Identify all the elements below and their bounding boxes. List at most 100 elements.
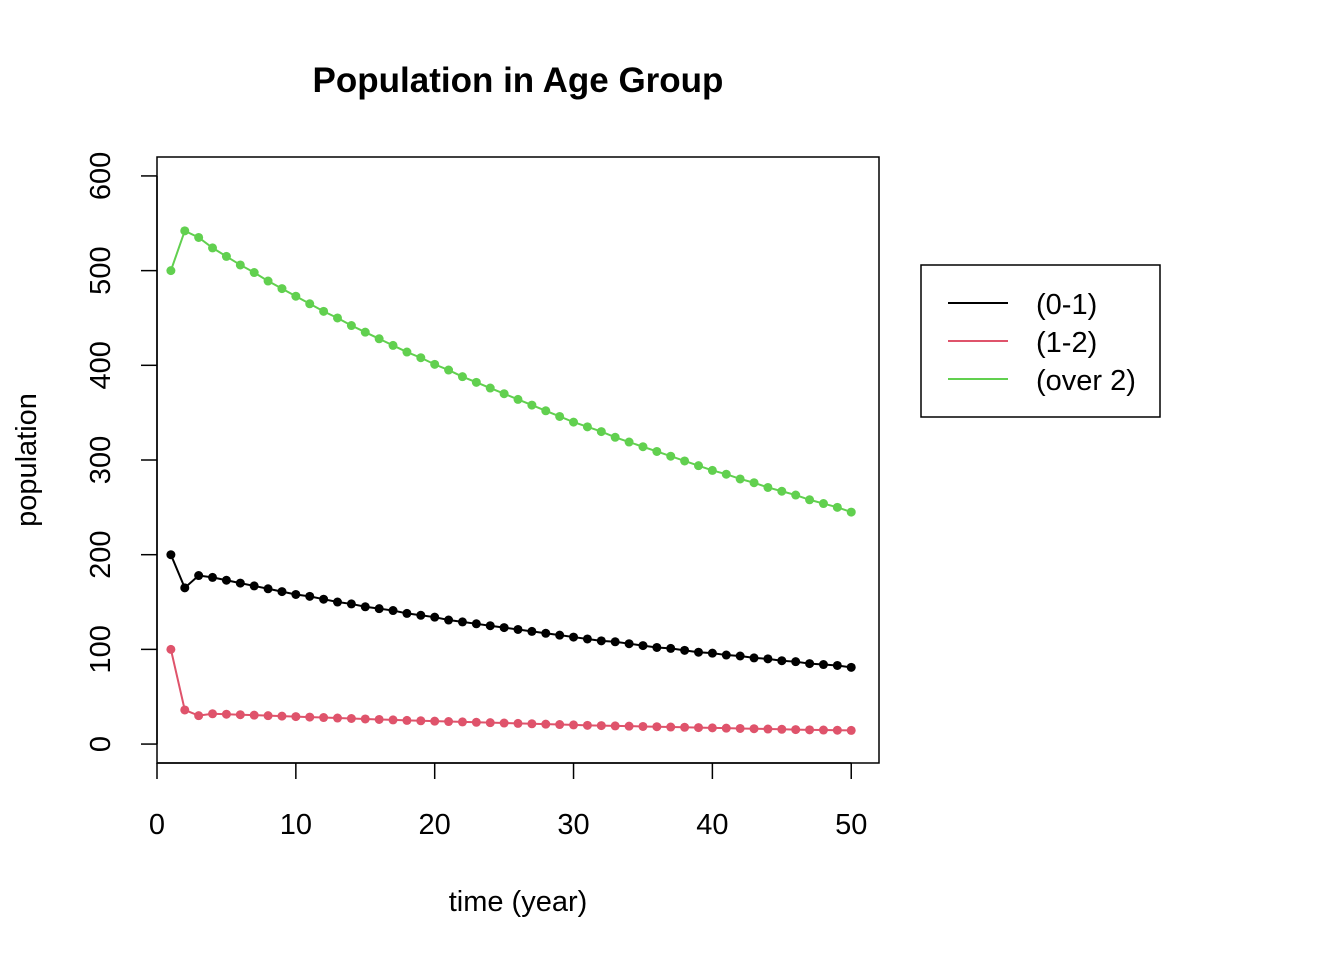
data-point	[388, 715, 398, 725]
data-point	[527, 400, 537, 410]
data-point	[277, 587, 287, 597]
data-point	[374, 714, 384, 724]
data-point	[666, 643, 676, 653]
data-point	[582, 720, 592, 730]
data-point	[221, 709, 231, 719]
x-tick-label: 50	[835, 809, 867, 841]
data-point	[249, 268, 259, 278]
data-point	[444, 365, 454, 375]
series-line	[169, 554, 852, 669]
data-point	[569, 417, 579, 427]
data-point	[624, 639, 634, 649]
data-point	[444, 615, 454, 625]
data-point	[485, 718, 495, 728]
data-point	[457, 617, 467, 627]
data-point	[457, 372, 467, 382]
data-point	[805, 725, 815, 735]
data-point	[166, 550, 176, 560]
data-point	[235, 260, 245, 270]
data-point	[208, 243, 218, 253]
data-point	[582, 422, 592, 432]
data-point	[180, 705, 190, 715]
data-point	[610, 637, 620, 647]
data-point	[818, 499, 828, 509]
data-point	[430, 612, 440, 622]
data-point	[707, 648, 717, 658]
data-point	[652, 642, 662, 652]
data-point	[707, 723, 717, 733]
data-point	[513, 624, 523, 634]
data-point	[194, 571, 204, 581]
data-point	[832, 660, 842, 670]
data-point	[235, 578, 245, 588]
data-point	[416, 353, 426, 363]
data-point	[707, 465, 717, 475]
data-point	[305, 299, 315, 309]
data-point	[430, 359, 440, 369]
x-tick-label: 20	[419, 809, 451, 841]
data-point	[444, 717, 454, 727]
data-point	[208, 709, 218, 719]
data-point	[263, 276, 273, 286]
data-point	[346, 321, 356, 331]
data-point	[416, 610, 426, 620]
series-1	[166, 550, 856, 672]
data-point	[374, 604, 384, 614]
data-point	[388, 340, 398, 350]
data-point	[721, 650, 731, 660]
data-point	[680, 645, 690, 655]
data-point	[818, 725, 828, 735]
data-point	[485, 621, 495, 631]
data-point	[777, 656, 787, 666]
data-point	[638, 641, 648, 651]
data-point	[249, 581, 259, 591]
data-point	[791, 657, 801, 667]
data-point	[596, 636, 606, 646]
data-point	[805, 659, 815, 669]
data-point	[180, 583, 190, 593]
data-point	[541, 719, 551, 729]
data-point	[735, 474, 745, 484]
data-point	[319, 306, 329, 316]
x-tick-label: 10	[280, 809, 312, 841]
data-point	[333, 713, 342, 723]
data-point	[569, 720, 579, 730]
series-line	[169, 649, 852, 732]
data-point	[624, 437, 634, 447]
data-point	[360, 602, 370, 612]
y-tick-label: 100	[85, 625, 117, 673]
x-tick-label: 30	[557, 809, 589, 841]
data-point	[277, 284, 287, 294]
data-point	[319, 594, 329, 604]
data-point	[777, 486, 787, 496]
legend-box	[920, 264, 1161, 418]
data-point	[763, 724, 773, 734]
legend: (0-1) (1-2) (over 2)	[920, 264, 1161, 418]
data-point	[555, 411, 565, 421]
data-point	[541, 628, 551, 638]
legend-label: (0-1)	[1036, 289, 1097, 321]
x-axis-label: time (year)	[449, 886, 588, 918]
data-point	[624, 721, 634, 731]
data-point	[569, 632, 579, 642]
legend-label: (1-2)	[1036, 327, 1097, 359]
data-point	[471, 619, 481, 629]
data-point	[777, 724, 787, 734]
data-point	[666, 722, 676, 732]
chart-title: Population in Age Group	[313, 61, 724, 100]
data-point	[721, 723, 731, 733]
series-2	[166, 644, 856, 735]
data-point	[388, 606, 398, 616]
data-point	[263, 711, 273, 721]
data-point	[749, 478, 759, 488]
data-point	[735, 651, 745, 661]
y-axis: 0 100 200 300 400 500 600	[85, 152, 158, 752]
x-tick-label: 40	[696, 809, 728, 841]
data-point	[735, 723, 745, 733]
data-point	[346, 599, 356, 609]
y-tick-label: 600	[85, 152, 117, 200]
data-point	[291, 291, 301, 301]
data-point	[402, 347, 412, 357]
data-point	[346, 713, 356, 723]
data-point	[582, 634, 592, 644]
